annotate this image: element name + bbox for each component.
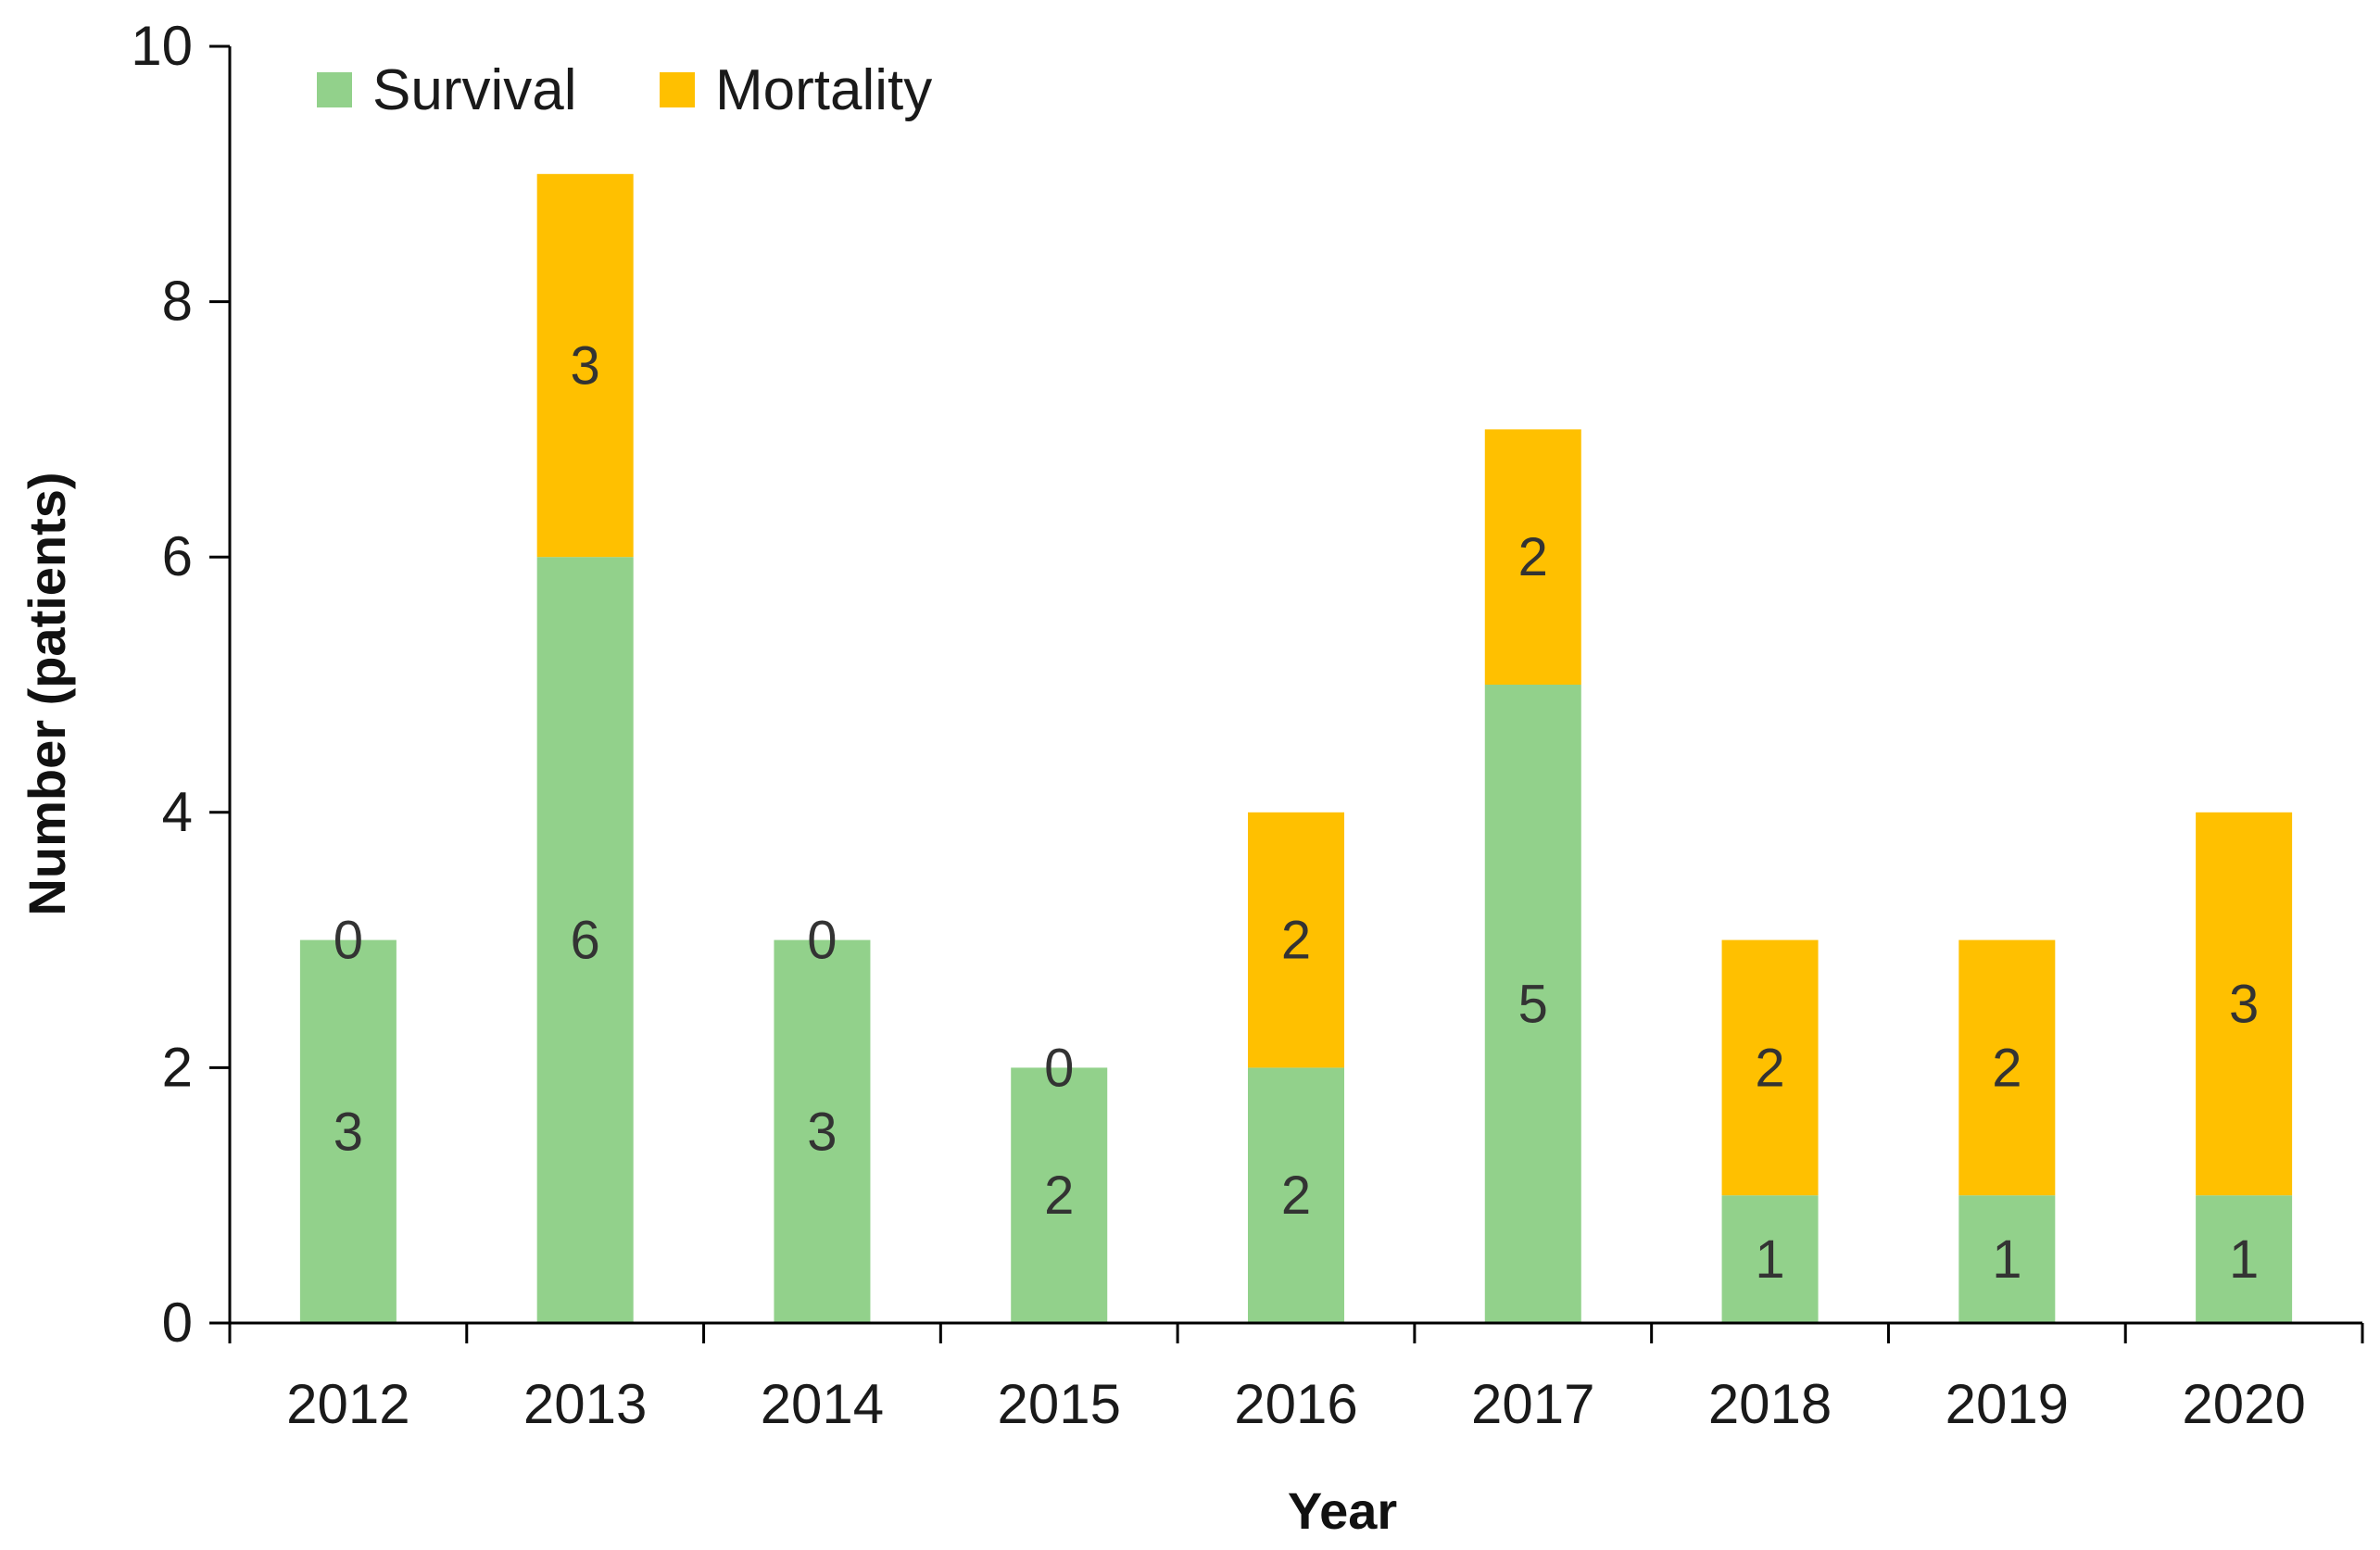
data-label-survival-2018: 1 xyxy=(1755,1229,1784,1290)
data-label-survival-2016: 2 xyxy=(1281,1166,1311,1226)
x-tick-label-2012: 2012 xyxy=(286,1373,409,1435)
data-label-survival-2014: 3 xyxy=(807,1102,837,1162)
x-tick-label-2019: 2019 xyxy=(1946,1373,2069,1435)
bar-survival-2013 xyxy=(536,557,634,1323)
legend-swatch-survival xyxy=(317,72,352,107)
y-tick-label-0: 0 xyxy=(162,1292,193,1354)
bar-mortality-2017 xyxy=(1484,429,1581,685)
data-label-survival-2017: 5 xyxy=(1518,975,1548,1035)
legend-swatch-mortality xyxy=(660,72,695,107)
y-tick-label-6: 6 xyxy=(162,525,193,587)
legend-label-mortality: Mortality xyxy=(715,58,932,122)
x-tick-label-2013: 2013 xyxy=(523,1373,647,1435)
y-ticks: 0 2 4 6 8 10 xyxy=(131,15,230,1354)
data-label-mortality-2019: 2 xyxy=(1992,1038,2021,1098)
data-label-mortality-2014: 0 xyxy=(807,911,837,971)
data-label-survival-2019: 1 xyxy=(1992,1229,2021,1290)
y-tick-label-8: 8 xyxy=(162,271,193,333)
data-label-mortality-2015: 0 xyxy=(1044,1038,1074,1098)
x-ticks: 2012 2013 2014 2015 2016 2017 2018 2019 2020 xyxy=(228,1323,2364,1435)
data-label-mortality-2012: 0 xyxy=(334,911,363,971)
axes-layer xyxy=(228,46,2362,1325)
bar-mortality-2013 xyxy=(536,173,634,558)
data-label-mortality-2018: 2 xyxy=(1755,1038,1784,1098)
bar-mortality-2016 xyxy=(1248,812,1344,1068)
data-label-survival-2015: 2 xyxy=(1044,1166,1074,1226)
data-label-mortality-2013: 3 xyxy=(571,336,600,397)
bar-survival-2020 xyxy=(2196,1195,2293,1323)
x-tick-label-2020: 2020 xyxy=(2182,1373,2305,1435)
bar-mortality-2020 xyxy=(2196,812,2293,1196)
data-labels-layer: 3 0 6 3 3 0 2 0 2 2 5 2 1 2 1 2 1 3 xyxy=(334,336,2259,1291)
data-label-mortality-2016: 2 xyxy=(1281,911,1311,971)
bars-layer xyxy=(299,173,2293,1323)
y-axis-title: Number (patients) xyxy=(18,472,76,915)
y-tick-label-10: 10 xyxy=(131,15,193,77)
x-tick-label-2017: 2017 xyxy=(1471,1373,1594,1435)
data-label-survival-2013: 6 xyxy=(571,911,600,971)
data-label-mortality-2017: 2 xyxy=(1518,527,1548,587)
x-axis-title: Year xyxy=(1288,1481,1397,1540)
data-label-survival-2020: 1 xyxy=(2229,1229,2259,1290)
y-tick-label-4: 4 xyxy=(162,781,193,843)
x-tick-label-2018: 2018 xyxy=(1708,1373,1832,1435)
x-tick-label-2014: 2014 xyxy=(761,1373,884,1435)
bar-survival-2016 xyxy=(1248,1067,1344,1323)
x-tick-label-2015: 2015 xyxy=(997,1373,1120,1435)
x-tick-label-2016: 2016 xyxy=(1234,1373,1357,1435)
data-label-mortality-2020: 3 xyxy=(2229,975,2259,1035)
bar-survival-2019 xyxy=(1958,1195,2056,1323)
bar-survival-2017 xyxy=(1484,685,1581,1323)
bar-survival-2015 xyxy=(1011,1067,1108,1323)
legend: Survival Mortality xyxy=(317,58,932,122)
data-label-survival-2012: 3 xyxy=(334,1102,363,1162)
y-tick-label-2: 2 xyxy=(162,1036,193,1098)
bar-mortality-2018 xyxy=(1721,939,1819,1196)
bar-survival-2012 xyxy=(299,939,397,1323)
legend-label-survival: Survival xyxy=(372,58,577,122)
bar-survival-2018 xyxy=(1721,1195,1819,1323)
bar-mortality-2019 xyxy=(1958,939,2056,1196)
bar-survival-2014 xyxy=(774,939,871,1323)
